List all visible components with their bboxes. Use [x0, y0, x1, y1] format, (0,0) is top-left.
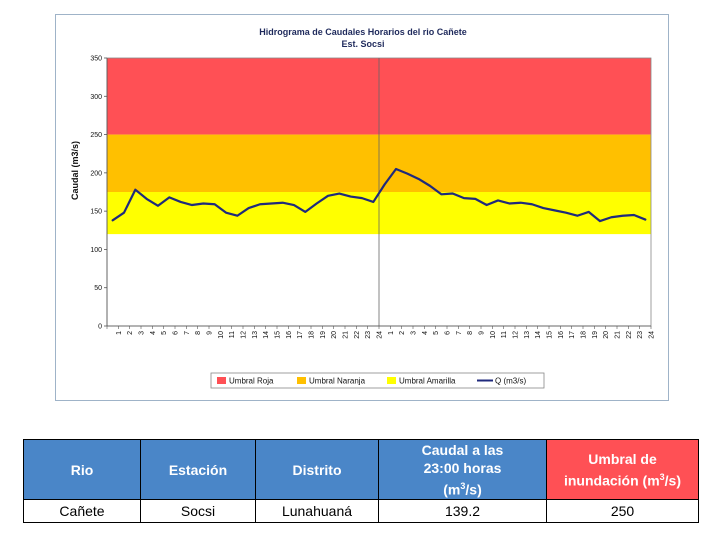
x-tick-label: 15: [547, 331, 554, 339]
series-line-q: [111, 167, 647, 223]
x-tick-label: 12: [241, 331, 248, 339]
header-caudal-unit-post: /s): [465, 481, 482, 498]
y-tick-label: 100: [90, 247, 102, 254]
x-tick-label: 3: [139, 331, 146, 335]
header-umbral: Umbral de inundación (m3/s): [546, 439, 699, 500]
x-tick-label: 20: [331, 331, 338, 339]
header-caudal-unit-pre: (m: [443, 481, 461, 498]
x-tick-label: 3: [411, 331, 418, 335]
legend-swatch: [217, 377, 226, 384]
header-umbral-unit-post: /s): [664, 472, 682, 489]
legend-label: Q (m3/s): [495, 377, 526, 386]
x-tick-label: 18: [581, 331, 588, 339]
table-row: Cañete Socsi Lunahuaná 139.2 250: [23, 499, 699, 523]
x-tick-label: 8: [195, 331, 202, 335]
x-tick-label: 19: [592, 331, 599, 339]
legend-label: Umbral Roja: [229, 377, 274, 386]
y-tick-label: 50: [94, 285, 102, 292]
y-tick-label: 150: [90, 209, 102, 216]
header-caudal-unit-sup: 3: [460, 480, 466, 491]
header-distrito: Distrito: [255, 439, 379, 500]
x-tick-label: 16: [286, 331, 293, 339]
x-tick-label: 8: [467, 331, 474, 335]
x-tick-label: 5: [433, 331, 440, 335]
header-umbral-line1: Umbral de: [588, 450, 657, 467]
x-tick-label: 24: [649, 331, 656, 339]
x-tick-label: 7: [456, 331, 463, 335]
chart-title: Hidrograma de Caudales Horarios del rio …: [259, 27, 467, 37]
x-tick-label: 12: [513, 331, 520, 339]
header-caudal: Caudal a las 23:00 horas (m3/s): [378, 439, 547, 500]
x-tick-label: 10: [218, 331, 225, 339]
x-tick-label: 22: [354, 331, 361, 339]
hydrograph-chart: Hidrograma de Caudales Horarios del rio …: [70, 27, 656, 389]
y-tick-label: 300: [90, 94, 102, 101]
x-tick-label: 24: [377, 331, 384, 339]
x-tick-label: 5: [161, 331, 168, 335]
x-tick-label: 6: [173, 331, 180, 335]
header-rio: Rio: [23, 439, 141, 500]
legend-label: Umbral Amarilla: [399, 377, 456, 386]
x-tick-label: 11: [501, 331, 508, 338]
x-tick-label: 2: [127, 331, 134, 335]
x-tick-label: 1: [388, 331, 395, 335]
x-tick-label: 15: [275, 331, 282, 339]
legend-swatch: [387, 377, 396, 384]
x-tick-label: 22: [626, 331, 633, 339]
x-tick-label: 17: [297, 331, 304, 339]
x-tick-label: 13: [524, 331, 531, 339]
x-tick-label: 18: [309, 331, 316, 339]
header-caudal-line2: 23:00 horas: [423, 459, 502, 476]
header-caudal-line1: Caudal a las: [421, 441, 504, 458]
x-tick-label: 7: [184, 331, 191, 335]
cell-caudal: 139.2: [378, 499, 547, 523]
x-tick-label: 1: [116, 331, 123, 335]
cell-rio: Cañete: [23, 499, 141, 523]
x-tick-label: 9: [207, 331, 214, 335]
x-tick-label: 14: [535, 331, 542, 339]
table-header-row: Rio Estación Distrito Caudal a las 23:00…: [23, 439, 699, 500]
header-umbral-unit-sup: 3: [659, 471, 665, 482]
x-tick-label: 23: [365, 331, 372, 339]
station-info-table: Rio Estación Distrito Caudal a las 23:00…: [23, 439, 699, 523]
x-tick-label: 6: [445, 331, 452, 335]
x-tick-label: 11: [229, 331, 236, 338]
cell-estacion: Socsi: [140, 499, 256, 523]
chart-subtitle: Est. Socsi: [341, 39, 384, 49]
x-tick-label: 2: [399, 331, 406, 335]
legend-label: Umbral Naranja: [309, 377, 366, 386]
x-tick-label: 17: [569, 331, 576, 339]
x-tick-label: 4: [150, 331, 157, 335]
legend-box: [210, 372, 545, 389]
x-tick-label: 20: [603, 331, 610, 339]
y-tick-label: 0: [98, 324, 102, 331]
x-tick-label: 13: [252, 331, 259, 339]
header-umbral-line2: inundación (m: [563, 472, 660, 489]
y-tick-label: 350: [90, 56, 102, 63]
y-tick-label: 200: [90, 170, 102, 177]
x-tick-label: 19: [320, 331, 327, 339]
x-tick-label: 10: [490, 331, 497, 339]
y-axis-label: Caudal (m3/s): [70, 141, 80, 200]
x-tick-label: 23: [637, 331, 644, 339]
x-tick-label: 21: [343, 331, 350, 339]
cell-umbral: 250: [546, 499, 699, 523]
y-tick-label: 250: [90, 132, 102, 139]
cell-distrito: Lunahuaná: [255, 499, 379, 523]
x-tick-label: 16: [558, 331, 565, 339]
legend-swatch: [297, 377, 306, 384]
x-tick-label: 14: [263, 331, 270, 339]
x-tick-label: 9: [479, 331, 486, 335]
header-estacion: Estación: [140, 439, 256, 500]
x-tick-label: 4: [422, 331, 429, 335]
chart-frame: Hidrograma de Caudales Horarios del rio …: [55, 14, 669, 401]
x-tick-label: 21: [615, 331, 622, 339]
